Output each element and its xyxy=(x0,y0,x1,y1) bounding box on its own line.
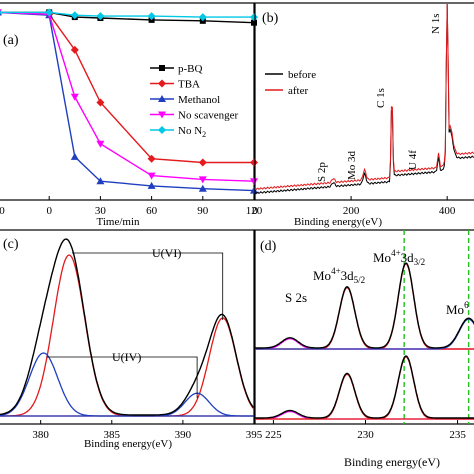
data-point xyxy=(0,10,2,15)
peak-annotation: S 2p xyxy=(316,162,328,182)
data-point xyxy=(250,13,258,22)
envelope-line xyxy=(255,262,474,349)
peak-annotation: Mo 3d xyxy=(346,150,358,180)
data-point xyxy=(250,178,258,186)
panel-label: (a) xyxy=(3,33,19,48)
x-tick-label: 390 xyxy=(175,429,192,441)
x-axis-label: Time/min xyxy=(97,216,140,228)
panel-b: 0 200 400 Binding energy(eV) (b) before after S… xyxy=(252,2,474,228)
legend-marker xyxy=(159,65,165,71)
peak-annotation: Mo6 xyxy=(446,300,469,317)
panel-d: 225 230 235 Binding energy(eV) (d) S 2s Mo4+3d… xyxy=(254,229,474,469)
x-tick-label: 0 xyxy=(252,205,258,217)
peak-annotation: Mo4+3d5/2 xyxy=(313,266,365,285)
x-tick-label: 235 xyxy=(449,429,466,441)
peak-annotation: N 1s xyxy=(430,14,442,34)
envelope-line xyxy=(255,355,474,419)
panel-label: (b) xyxy=(262,11,279,26)
panel-label: (d) xyxy=(260,239,277,254)
fit-component xyxy=(255,318,474,350)
data-point xyxy=(198,13,207,22)
panel-a: 0 0 30 60 90 120 Time/min (a) p-BQ TBA Methanol No … xyxy=(0,2,263,228)
x-tick-label: 0 xyxy=(46,205,52,217)
data-point xyxy=(250,186,258,194)
x-tick-label: 30 xyxy=(95,205,107,217)
legend-marker xyxy=(158,111,166,119)
data-point xyxy=(147,181,156,189)
data-point xyxy=(70,11,79,20)
legend-label: TBA xyxy=(178,79,200,91)
data-point xyxy=(250,158,258,167)
data-point xyxy=(96,140,105,148)
legend-label: before xyxy=(288,69,316,81)
legend-marker xyxy=(158,126,166,134)
data-point xyxy=(147,12,156,21)
envelope-line xyxy=(0,238,254,416)
peak-annotation: C 1s xyxy=(375,88,387,108)
fit-component xyxy=(0,392,254,417)
data-point xyxy=(251,19,257,26)
peak-annotation: U 4f xyxy=(407,150,419,170)
x-tick-label: 0 xyxy=(0,205,5,217)
x-tick-label: 380 xyxy=(32,429,49,441)
series-line xyxy=(0,11,254,164)
plot-frame xyxy=(0,2,255,201)
legend-label: after xyxy=(288,85,308,97)
data-point xyxy=(96,177,105,185)
legend-label: p-BQ xyxy=(178,63,203,75)
legend-label: No N2 xyxy=(178,125,206,139)
data-point xyxy=(96,12,105,21)
peak-annotation: U(IV) xyxy=(112,350,141,364)
x-tick-label: 90 xyxy=(197,205,209,217)
panel-label: (c) xyxy=(3,237,19,252)
data-point xyxy=(198,158,207,167)
data-point xyxy=(70,93,79,101)
x-tick-label: 395 xyxy=(246,429,263,441)
data-point xyxy=(198,184,207,192)
data-point xyxy=(70,152,79,160)
plot-frame xyxy=(254,229,474,425)
x-tick-label: 120 xyxy=(246,205,263,217)
data-point xyxy=(198,176,207,184)
x-tick-label: 230 xyxy=(357,429,374,441)
x-tick-label: 60 xyxy=(146,205,158,217)
fit-component xyxy=(255,356,474,420)
panel-c: 380 385 390 395 Binding energy(eV) (c) U(VI) U(… xyxy=(0,229,263,450)
x-axis-label: Binding energy(eV) xyxy=(344,455,440,469)
x-axis-label: Binding energy(eV) xyxy=(84,438,172,450)
leader-line xyxy=(46,356,198,398)
x-tick-label: 200 xyxy=(343,205,360,217)
peak-annotation: U(VI) xyxy=(152,246,181,260)
peak-annotation: Mo4+3d3/2 xyxy=(373,248,425,267)
leader-line xyxy=(71,252,224,320)
peak-annotation: S 2s xyxy=(285,290,307,305)
x-tick-label: 385 xyxy=(104,429,121,441)
data-point xyxy=(45,8,54,17)
x-tick-label: 400 xyxy=(439,205,456,217)
x-tick-label: 225 xyxy=(265,429,282,441)
series-line xyxy=(254,3,474,195)
legend-marker xyxy=(158,95,166,102)
legend-marker xyxy=(158,79,166,88)
plot-frame xyxy=(0,229,255,425)
data-point xyxy=(147,154,156,163)
data-point xyxy=(70,45,79,54)
plot-frame xyxy=(254,2,474,201)
data-point xyxy=(96,98,105,107)
x-axis-label: Binding energy(eV) xyxy=(294,216,382,228)
legend-label: No scavenger xyxy=(178,110,239,122)
legend-label: Methanol xyxy=(178,94,220,106)
series-line xyxy=(254,3,474,191)
data-point xyxy=(147,172,156,180)
